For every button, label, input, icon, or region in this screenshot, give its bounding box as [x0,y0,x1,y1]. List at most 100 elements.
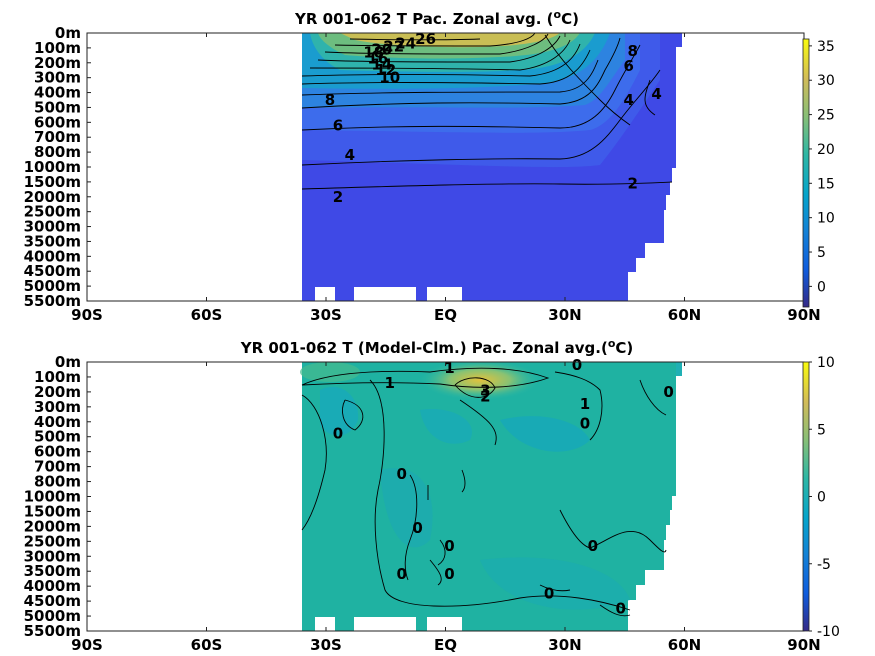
y-tick-label: 4000m [24,577,81,595]
land-step [427,617,462,631]
y-tick-label: 2500m [24,203,81,221]
contour-label: 0 [616,600,626,618]
colorbar-tick-label: 5 [817,245,826,261]
contour-label: 1 [385,374,395,392]
y-tick-label: 300m [34,69,81,87]
colorbar: 35 30 25 20 15 10 5 0 [802,38,835,308]
y-tick-label: 300m [34,398,81,416]
contour-label: 24 [395,34,416,52]
y-tick-label: 4000m [24,247,81,265]
contour-label: 8 [627,42,637,60]
y-tick-label: 2000m [24,188,81,206]
y-tick-label: 3500m [24,562,81,580]
colorbar-tick-label: 20 [817,142,835,158]
colorbar-tick-label: 0 [817,279,826,295]
y-tick-label: 100m [34,39,81,57]
y-tick-label: 2500m [24,532,81,550]
contour-lines [301,367,667,617]
colorbar-tick-label: -10 [817,624,840,640]
contour-label: 20 [371,40,392,58]
contour-label: 0 [588,537,598,555]
colorbar-tick-label: 10 [817,211,835,227]
contour-label: 22 [383,37,404,55]
contour-label: 0 [572,356,582,374]
contour-label: 1 [580,395,590,413]
y-tick-label: 3000m [24,218,81,236]
contour-label: 3 [480,381,490,399]
contour-label: 4 [345,146,355,164]
y-tick-label: 3000m [24,547,81,565]
y-tick-label: 600m [34,113,81,131]
colorbar-tick-label: 25 [817,108,835,124]
y-tick-label: 5500m [24,622,81,640]
x-axis: 90S 60S 30S EQ 30N 60N 90N [71,362,821,654]
y-tick-label: 500m [34,98,81,116]
x-tick-label: 30S [310,306,342,324]
contour-label: 0 [444,537,454,555]
y-tick-label: 5000m [24,277,81,295]
cool-patch [420,409,472,444]
y-tick-label: 0m [55,353,81,371]
x-tick-label: 30N [548,306,581,324]
contour-label: 0 [396,465,406,483]
contour-label: 0 [396,565,406,583]
chart-title: YR 001-062 T (Model-Clm.) Pac. Zonal avg… [240,337,634,357]
y-axis: 0m100m200m300m400m500m600m700m800m1000m1… [24,24,91,310]
y-tick-label: 4500m [24,262,81,280]
x-tick-label: 90N [787,636,820,654]
land-step [354,617,416,631]
contour-label: 6 [333,116,343,134]
contour-label: 0 [663,383,673,401]
y-tick-label: 400m [34,84,81,102]
y-tick-label: 200m [34,383,81,401]
land-step [315,617,335,631]
contour-label: 0 [412,519,422,537]
contour-label: 26 [415,30,436,48]
cool-patch [500,416,590,452]
y-tick-label: 800m [34,143,81,161]
contour-label: 4 [624,91,634,109]
cool-patch [480,557,630,610]
x-axis: 90S 60S 30S EQ 30N 60N 90N [71,33,821,324]
ocean-region [302,362,682,631]
colorbar: 10 5 0 -5 -10 [802,355,840,640]
land-step [315,287,335,301]
x-tick-label: 60S [191,636,223,654]
colorbar-tick-label: 0 [817,490,826,506]
x-tick-label: EQ [434,636,457,654]
y-tick-label: 3500m [24,232,81,250]
y-tick-label: 700m [34,128,81,146]
x-tick-label: 90S [71,636,103,654]
contour-label: 14 [371,55,392,73]
warm-patch [420,362,540,400]
y-axis: 0m100m200m300m400m500m600m700m800m1000m1… [24,353,91,640]
y-tick-label: 0m [55,24,81,42]
x-tick-label: EQ [434,306,457,324]
contour-label: 0 [544,585,554,603]
colorbar-gradient [802,361,810,632]
contour-label: 1 [444,359,454,377]
y-tick-label: 500m [34,428,81,446]
y-tick-label: 1500m [24,502,81,520]
contour-label: 12 [375,61,396,79]
contour-lines [301,33,673,190]
y-tick-label: 4500m [24,592,81,610]
y-tick-label: 5500m [24,292,81,310]
x-tick-label: 30S [310,636,342,654]
y-tick-label: 100m [34,368,81,386]
warm-patch [300,362,360,382]
colorbar-ticks: 10 5 0 -5 -10 [809,355,840,640]
land-step [354,287,416,301]
colorbar-tick-label: 30 [817,73,835,89]
y-tick-label: 1000m [24,158,81,176]
y-tick-label: 700m [34,458,81,476]
colorbar-tick-label: 5 [817,422,826,438]
y-tick-label: 1500m [24,173,81,191]
chart-title: YR 001-062 T Pac. Zonal avg. (oC) [294,8,579,28]
y-tick-label: 600m [34,443,81,461]
colorbar-ticks: 35 30 25 20 15 10 5 0 [809,39,835,295]
colorbar-tick-label: -5 [817,557,831,573]
contour-label: 0 [580,414,590,432]
